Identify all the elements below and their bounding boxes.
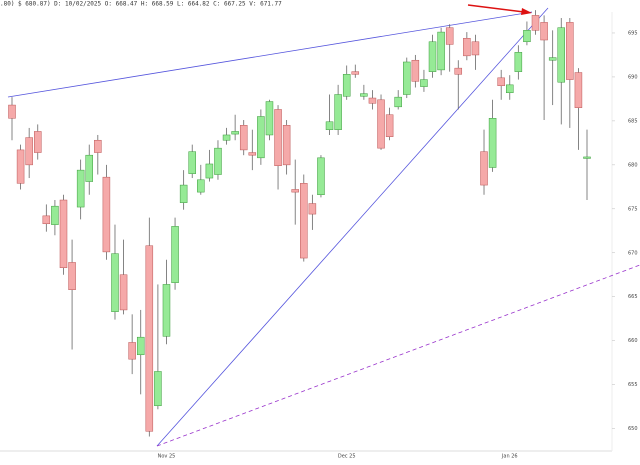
candle-body: [523, 30, 531, 43]
candle-body: [557, 27, 566, 83]
candle-body: [454, 67, 463, 75]
candle-body: [540, 22, 548, 41]
candle-body: [239, 125, 248, 151]
y-tick-label: 690: [628, 74, 638, 80]
candle-body: [300, 183, 308, 259]
x-tick-label: Jan 26: [501, 454, 518, 460]
candle-body: [282, 125, 291, 166]
candle-body: [68, 262, 76, 290]
candle-body: [480, 151, 488, 186]
candle-body: [583, 156, 591, 159]
x-tick-label: Nov 25: [158, 454, 176, 460]
candle-body: [136, 336, 145, 356]
candle-body: [385, 114, 394, 137]
candle-body: [497, 77, 505, 86]
candle-body: [16, 149, 25, 184]
candle-body: [334, 94, 342, 130]
candle-body: [566, 22, 574, 80]
candle-body: [411, 59, 420, 82]
candle-body: [463, 37, 471, 57]
candle-body: [574, 72, 583, 108]
candle-body: [162, 284, 171, 337]
candle-body: [179, 184, 188, 203]
candle-body: [85, 154, 93, 182]
candle-body: [325, 121, 334, 130]
candle-body: [33, 131, 42, 153]
candle-body: [351, 71, 360, 75]
candle-body: [403, 61, 411, 95]
candle-body: [488, 118, 497, 168]
y-tick-label: 680: [628, 162, 638, 168]
candle-body: [8, 104, 16, 119]
y-tick-label: 650: [628, 426, 638, 432]
candle-body: [248, 152, 257, 156]
candle-body: [42, 215, 51, 225]
candle-body: [257, 116, 265, 159]
trend-line: [156, 7, 549, 447]
candle-body: [428, 41, 437, 72]
candle-body: [59, 199, 68, 268]
candle-body: [222, 134, 231, 141]
candle-body: [25, 137, 33, 166]
candle-body: [119, 274, 128, 311]
y-tick-label: 685: [628, 118, 638, 124]
candle-body: [205, 163, 214, 179]
candle-body: [420, 79, 428, 87]
candle-body: [471, 41, 480, 56]
candle-body: [531, 15, 540, 31]
candle-body: [145, 245, 154, 432]
channel-line: [156, 264, 640, 447]
arrow: [467, 4, 525, 13]
candle-body: [111, 253, 119, 312]
candle-body: [231, 131, 239, 135]
y-tick-label: 675: [628, 206, 638, 212]
candle-body: [51, 205, 59, 225]
trend-line: [7, 11, 533, 98]
candle-body: [171, 226, 179, 283]
candle-body: [188, 151, 196, 174]
candle-body: [437, 31, 445, 71]
arrow-head: [521, 8, 532, 15]
x-tick-label: Dec 25: [338, 454, 356, 460]
candle-body: [154, 371, 162, 407]
y-tick-label: 660: [628, 338, 638, 344]
candle-body: [308, 203, 317, 215]
candle-body: [94, 139, 102, 153]
candle-body: [291, 189, 299, 193]
y-tick-label: 670: [628, 250, 638, 256]
y-tick-label: 665: [628, 294, 638, 300]
candle-body: [360, 93, 368, 97]
header: .80) $ 680.87) D: 10/02/2025 O: 668.47 H…: [0, 1, 282, 8]
candle-body: [214, 147, 222, 175]
candle-body: [76, 169, 85, 208]
candle-body: [445, 27, 454, 45]
candle-body: [197, 179, 205, 193]
candle-body: [102, 176, 111, 253]
candle-body: [317, 157, 325, 195]
candle-body: [514, 52, 523, 72]
y-tick-label: 695: [628, 30, 638, 36]
candle-body: [265, 101, 274, 136]
candle-body: [128, 342, 136, 360]
y-tick-label: 655: [628, 382, 638, 388]
candle-body: [342, 74, 351, 97]
candle-body: [368, 97, 377, 104]
candle-body: [394, 96, 402, 108]
candle-body: [548, 57, 557, 61]
candle-body: [506, 84, 514, 94]
candle-body: [274, 109, 282, 166]
candle-body: [377, 99, 385, 149]
